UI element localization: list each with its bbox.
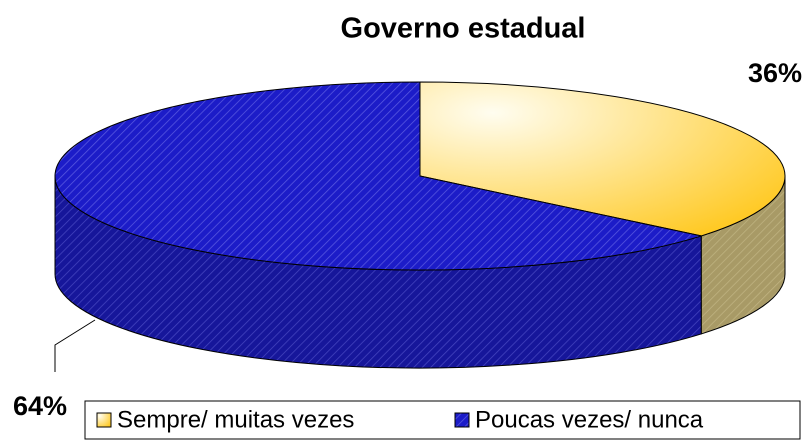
data-label: 64% [13, 391, 67, 421]
legend-swatch [454, 412, 470, 428]
legend-items: Sempre/ muitas vezes Poucas vezes/ nunca [96, 406, 704, 433]
legend-label: Poucas vezes/ nunca [475, 406, 704, 433]
legend-swatch [96, 412, 112, 428]
legend-label: Sempre/ muitas vezes [117, 406, 354, 433]
pie-slice [54, 81, 704, 271]
pie [54, 81, 786, 369]
pie-slice [419, 81, 786, 237]
legend [84, 400, 801, 440]
leader-line [54, 319, 96, 372]
data-label: 36% [748, 58, 802, 88]
chart-title: Governo estadual [341, 13, 586, 45]
